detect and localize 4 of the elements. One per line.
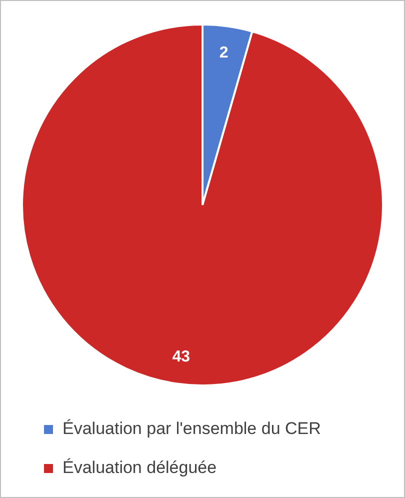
data-label: 2 [219,44,228,62]
data-label: 43 [172,348,190,366]
legend-label: Évaluation par l'ensemble du CER [62,419,321,438]
legend-label: Évaluation déléguée [62,458,217,478]
